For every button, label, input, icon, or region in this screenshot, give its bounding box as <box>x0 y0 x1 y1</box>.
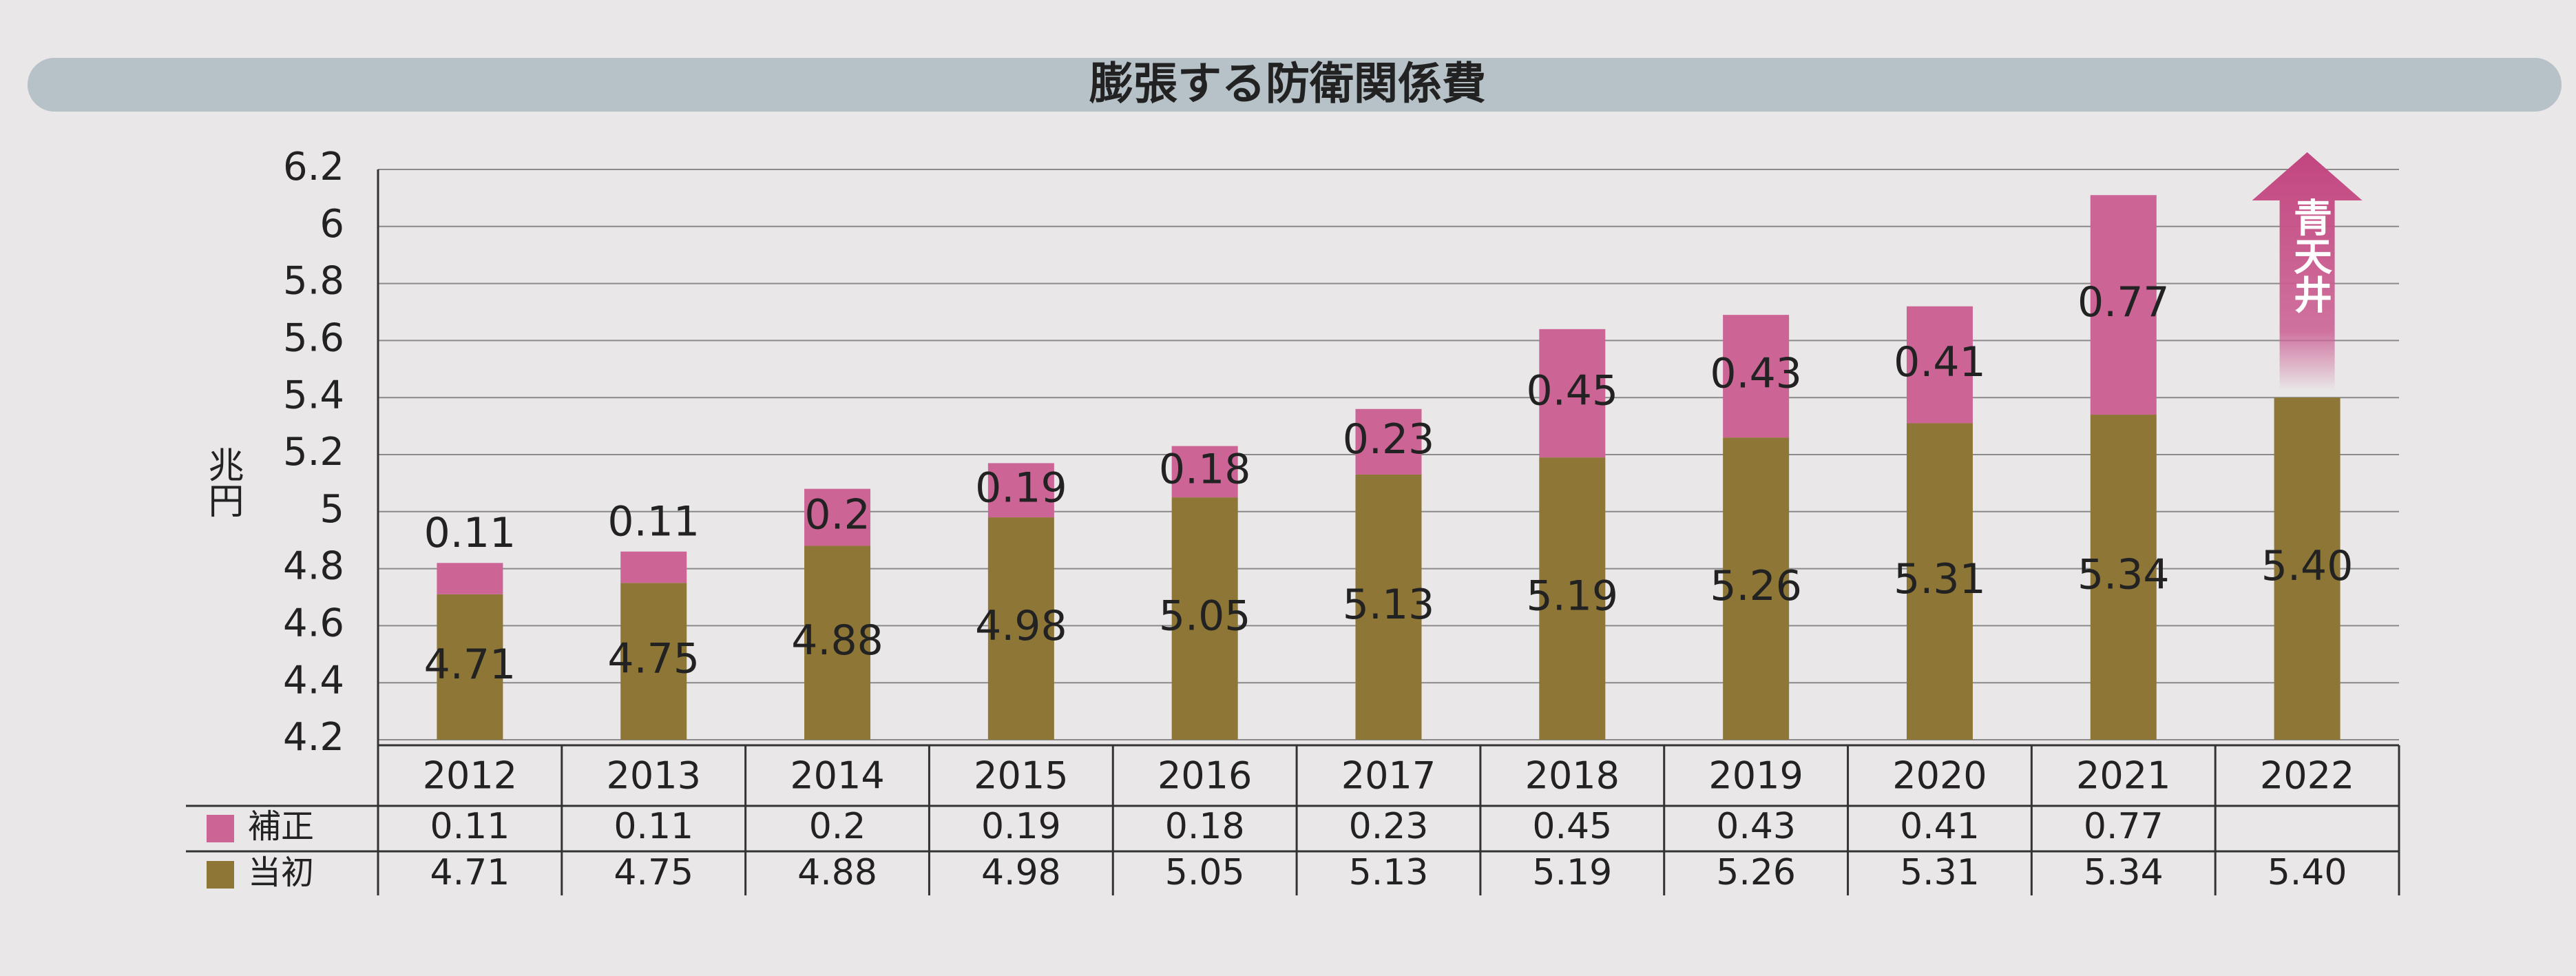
bar-segment <box>620 551 687 583</box>
table-value: 0.43 <box>1716 806 1796 847</box>
bar-segment <box>2090 415 2157 740</box>
table-value: 4.71 <box>430 852 510 893</box>
data-label: 5.05 <box>1159 592 1251 641</box>
data-label: 0.18 <box>1159 445 1251 493</box>
bar-segment <box>1539 457 1606 740</box>
bar-segment <box>1171 497 1238 740</box>
data-label: 0.19 <box>975 464 1067 512</box>
x-tick-label: 2019 <box>1708 754 1803 798</box>
legend-label: 補正 <box>248 807 314 846</box>
data-label: 5.26 <box>1710 562 1802 610</box>
y-tick-label: 4.2 <box>283 715 344 760</box>
table-value: 0.41 <box>1900 806 1980 847</box>
table-value: 4.98 <box>981 852 1061 893</box>
bar-segment <box>437 594 503 740</box>
y-tick-label: 4.6 <box>283 601 344 646</box>
x-tick-label: 2015 <box>974 754 1068 798</box>
y-tick-label: 5.2 <box>283 430 344 475</box>
table-value: 0.45 <box>1532 806 1612 847</box>
bar-segment <box>437 563 503 594</box>
table-value: 0.2 <box>809 806 866 847</box>
bar-segment <box>1355 474 1422 740</box>
data-label: 0.43 <box>1710 350 1802 398</box>
x-tick-label: 2014 <box>790 754 884 798</box>
bar-segment <box>2090 195 2157 415</box>
y-tick-label: 5 <box>320 487 344 532</box>
chart-title: 膨張する防衛関係費 <box>1089 59 1486 110</box>
x-tick-label: 2018 <box>1525 754 1620 798</box>
data-label: 4.88 <box>791 616 883 665</box>
data-label: 5.31 <box>1894 555 1986 603</box>
x-tick-label: 2022 <box>2260 754 2354 798</box>
table-value: 4.75 <box>614 852 693 893</box>
data-label: 5.34 <box>2077 551 2170 599</box>
bar-segment <box>1906 306 1973 424</box>
y-tick-label: 4.4 <box>283 658 344 703</box>
x-tick-label: 2016 <box>1158 754 1252 798</box>
annotation: 青天井 <box>2287 198 2332 313</box>
table-value: 0.19 <box>981 806 1061 847</box>
legend-swatch <box>207 861 234 889</box>
data-label: 4.75 <box>607 635 700 683</box>
bar-segment <box>987 463 1054 518</box>
bar-segment <box>1355 408 1422 475</box>
data-label: 0.77 <box>2077 278 2170 326</box>
x-tick-label: 2017 <box>1341 754 1436 798</box>
bar-segment <box>1539 329 1606 458</box>
table-value: 0.11 <box>614 806 693 847</box>
bar-segment <box>804 546 871 740</box>
bar-segment <box>1723 315 1790 438</box>
table-value: 5.13 <box>1349 852 1429 893</box>
x-tick-label: 2021 <box>2076 754 2170 798</box>
data-label: 0.2 <box>804 491 870 539</box>
data-label: 5.40 <box>2261 542 2354 590</box>
table-value: 5.26 <box>1716 852 1796 893</box>
data-label: 5.19 <box>1527 572 1619 621</box>
bar-segment <box>1723 437 1790 740</box>
table-value: 5.19 <box>1532 852 1612 893</box>
bar-segment <box>1171 446 1238 498</box>
y-axis-label: 兆円 <box>202 446 243 518</box>
bar-segment <box>987 517 1054 740</box>
table-value: 5.40 <box>2268 852 2347 893</box>
y-tick-label: 6.2 <box>283 145 344 189</box>
x-tick-label: 2012 <box>423 754 517 798</box>
data-label: 0.41 <box>1894 338 1986 386</box>
table-value: 0.11 <box>430 806 510 847</box>
bar-segment <box>620 583 687 740</box>
table-value: 5.05 <box>1165 852 1245 893</box>
title-bar <box>28 58 2562 112</box>
legend-swatch <box>207 815 234 842</box>
bar-segment <box>1906 423 1973 740</box>
y-tick-label: 5.4 <box>283 373 344 417</box>
legend-label: 当初 <box>248 853 314 892</box>
data-label: 5.13 <box>1343 581 1435 629</box>
data-label: 0.23 <box>1343 415 1435 464</box>
y-tick-label: 5.8 <box>283 259 344 304</box>
data-label: 4.98 <box>975 602 1067 650</box>
x-tick-label: 2013 <box>607 754 701 798</box>
y-tick-label: 4.8 <box>283 544 344 589</box>
bar-segment <box>804 488 871 546</box>
y-tick-label: 6 <box>320 202 344 247</box>
data-label: 4.71 <box>424 641 516 689</box>
data-label: 0.11 <box>607 497 700 546</box>
y-tick-label: 5.6 <box>283 316 344 361</box>
table-value: 5.34 <box>2084 852 2164 893</box>
table-value: 0.77 <box>2084 806 2164 847</box>
data-label: 0.11 <box>424 509 516 557</box>
x-tick-label: 2020 <box>1892 754 1987 798</box>
annotation-arrow <box>2252 152 2363 391</box>
table-value: 0.23 <box>1349 806 1429 847</box>
data-label: 0.45 <box>1527 367 1619 415</box>
table-value: 0.18 <box>1165 806 1245 847</box>
bar-segment <box>2274 397 2341 740</box>
table-value: 4.88 <box>797 852 877 893</box>
table-value: 5.31 <box>1900 852 1980 893</box>
